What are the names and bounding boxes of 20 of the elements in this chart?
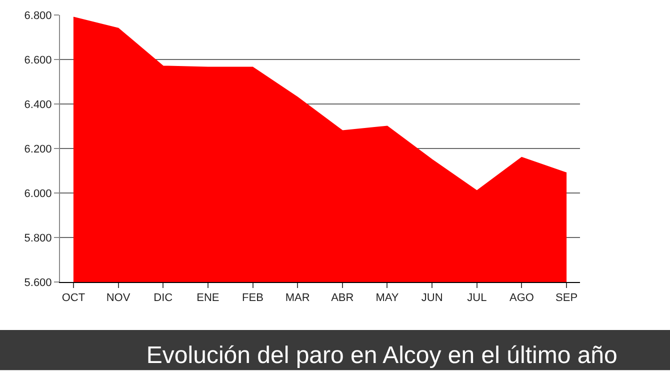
- x-tick-label: AGO: [509, 292, 534, 304]
- y-tick-label: 6.600: [24, 54, 52, 66]
- x-tick-label: OCT: [62, 292, 86, 304]
- x-tick-label: MAY: [376, 292, 400, 304]
- x-tick-label: JUN: [421, 292, 443, 304]
- y-tick-label: 6.200: [24, 143, 52, 156]
- y-tick-label: 6.800: [24, 10, 52, 22]
- y-tick-label: 5.800: [24, 232, 52, 244]
- y-tick-label: 6.000: [24, 188, 52, 200]
- y-tick-label: 5.600: [24, 276, 52, 289]
- x-tick-label: FEB: [242, 292, 264, 304]
- x-tick-label: JUL: [467, 292, 487, 304]
- y-tick-label: 6.400: [24, 98, 52, 111]
- x-tick-label: NOV: [106, 292, 131, 304]
- x-tick-label: MAR: [285, 292, 310, 304]
- x-tick-label: ABR: [331, 292, 354, 304]
- x-tick-label: SEP: [556, 292, 578, 304]
- x-tick-label: ENE: [196, 292, 220, 304]
- text: Evolución del paro en Alcoy en el último año: [146, 342, 618, 369]
- x-tick-label: DIC: [154, 292, 173, 304]
